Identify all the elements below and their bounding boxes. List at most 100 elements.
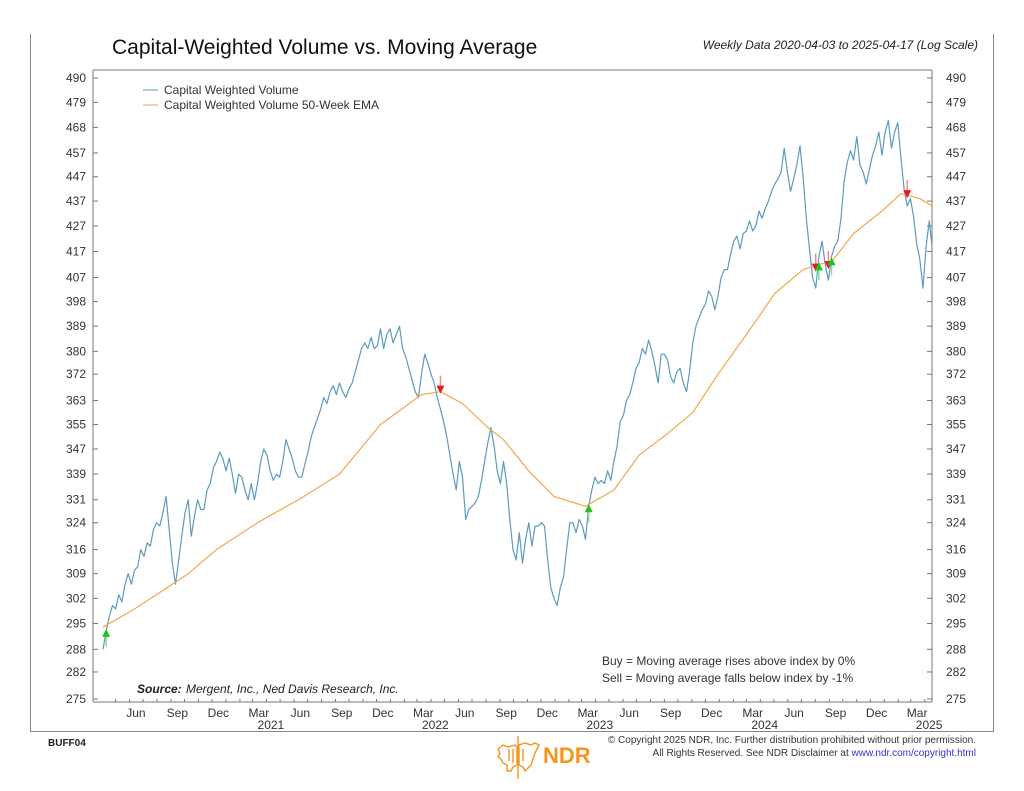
y-tick-label-right: 363 — [946, 394, 966, 408]
buy-arrow-head — [814, 262, 823, 271]
y-tick-label-left: 324 — [66, 516, 86, 530]
buy-arrow-head — [584, 504, 593, 513]
y-tick-label-left: 389 — [66, 319, 86, 333]
y-tick-label-right: 407 — [946, 271, 966, 285]
x-year-label: 2024 — [751, 718, 778, 732]
y-tick-label-left: 316 — [66, 543, 86, 557]
ema-line — [102, 193, 933, 628]
y-tick-label-left: 380 — [66, 344, 86, 358]
y-tick-label-left: 407 — [66, 271, 86, 285]
x-tick-label: Mar — [413, 706, 434, 720]
y-tick-label-left: 339 — [66, 467, 86, 481]
y-tick-label-right: 331 — [946, 493, 966, 507]
y-tick-label-left: 309 — [66, 567, 86, 581]
logo-text: NDR — [543, 743, 591, 768]
y-tick-label-right: 468 — [946, 120, 966, 134]
y-tick-label-left: 355 — [66, 417, 86, 431]
y-tick-label-right: 437 — [946, 194, 966, 208]
y-tick-label-left: 347 — [66, 442, 86, 456]
volume-line — [102, 119, 933, 650]
chart-subtitle: Weekly Data 2020-04-03 to 2025-04-17 (Lo… — [702, 38, 978, 52]
chart-title: Capital-Weighted Volume vs. Moving Avera… — [112, 36, 538, 59]
buy-signal-arrow — [814, 262, 823, 281]
ndr-logo: NDR — [495, 735, 615, 780]
x-tick-label: Jun — [126, 706, 145, 720]
copyright: © Copyright 2025 NDR, Inc. Further distr… — [608, 734, 976, 760]
y-tick-label-right: 389 — [946, 319, 966, 333]
y-tick-label-left: 490 — [66, 71, 86, 85]
sell-signal-arrow — [436, 375, 445, 394]
signals-group — [102, 180, 912, 647]
x-tick-label: Mar — [249, 706, 270, 720]
copyright-line-2-text: All Rights Reserved. See NDR Disclaimer … — [652, 748, 852, 759]
legend: Capital Weighted Volume Capital Weighted… — [143, 83, 379, 112]
annotations: Buy = Moving average rises above index b… — [137, 654, 855, 696]
source-label: Source: — [137, 682, 182, 696]
x-tick-label: Dec — [372, 706, 393, 720]
y-tick-label-right: 324 — [946, 516, 966, 530]
y-tick-label-left: 427 — [66, 219, 86, 233]
y-tick-label-right: 339 — [946, 467, 966, 481]
x-tick-label: Sep — [496, 706, 518, 720]
x-tick-label: Mar — [907, 706, 928, 720]
x-tick-label: Jun — [620, 706, 639, 720]
frame-bottom-border — [30, 731, 994, 732]
chart-code: BUFF04 — [48, 738, 86, 749]
x-tick-label: Mar — [577, 706, 598, 720]
y-tick-label-right: 275 — [946, 692, 966, 706]
y-tick-label-left: 398 — [66, 295, 86, 309]
buy-rule-note: Buy = Moving average rises above index b… — [602, 654, 855, 668]
y-tick-label-right: 288 — [946, 642, 966, 656]
y-tick-label-left: 437 — [66, 194, 86, 208]
buy-arrow-head — [102, 628, 111, 637]
y-tick-label-left: 457 — [66, 146, 86, 160]
sell-arrow-head — [436, 385, 445, 394]
y-tick-label-right: 457 — [946, 146, 966, 160]
y-tick-label-left: 288 — [66, 642, 86, 656]
x-tick-label: Sep — [825, 706, 847, 720]
copyright-line-2: All Rights Reserved. See NDR Disclaimer … — [608, 747, 976, 760]
x-tick-label: Dec — [866, 706, 887, 720]
x-year-label: 2025 — [916, 718, 943, 732]
y-tick-label-right: 302 — [946, 591, 966, 605]
sell-rule-note: Sell = Moving average falls below index … — [602, 671, 853, 685]
x-tick-label: Mar — [742, 706, 763, 720]
x-tick-label: Dec — [701, 706, 722, 720]
x-tick-label: Dec — [537, 706, 558, 720]
y-tick-label-right: 490 — [946, 71, 966, 85]
y-tick-label-right: 372 — [946, 367, 966, 381]
copyright-line-1: © Copyright 2025 NDR, Inc. Further distr… — [607, 735, 976, 746]
x-tick-label: Sep — [660, 706, 682, 720]
legend-label-ema: Capital Weighted Volume 50-Week EMA — [164, 98, 379, 112]
y-tick-label-left: 295 — [66, 617, 86, 631]
bull-bear-icon — [497, 736, 540, 779]
y-tick-label-right: 282 — [946, 665, 966, 679]
y-tick-label-left: 417 — [66, 244, 86, 258]
y-tick-label-right: 355 — [946, 417, 966, 431]
y-tick-label-right: 398 — [946, 295, 966, 309]
x-tick-label: Sep — [331, 706, 353, 720]
x-year-label: 2023 — [586, 718, 613, 732]
axes: 490 490 479 479 468 468 457 457 447 447 437 437 427 4… — [66, 69, 966, 732]
y-tick-label-right: 447 — [946, 170, 966, 184]
y-tick-label-right: 316 — [946, 543, 966, 557]
y-tick-label-left: 468 — [66, 120, 86, 134]
sell-signal-arrow — [903, 180, 912, 199]
y-tick-label-right: 347 — [946, 442, 966, 456]
x-tick-label: Jun — [291, 706, 310, 720]
y-tick-label-left: 331 — [66, 493, 86, 507]
series-group — [102, 119, 933, 650]
x-tick-label: Jun — [455, 706, 474, 720]
x-year-label: 2021 — [258, 718, 285, 732]
y-tick-label-right: 380 — [946, 344, 966, 358]
source-text: Mergent, Inc., Ned Davis Research, Inc. — [186, 682, 399, 696]
copyright-link[interactable]: www.ndr.com/copyright.html — [851, 748, 977, 759]
y-tick-label-right: 295 — [946, 617, 966, 631]
y-tick-label-left: 372 — [66, 367, 86, 381]
y-tick-label-left: 363 — [66, 394, 86, 408]
y-tick-label-left: 479 — [66, 95, 86, 109]
y-tick-label-left: 302 — [66, 591, 86, 605]
buy-arrow-head — [827, 257, 836, 266]
y-tick-label-left: 447 — [66, 170, 86, 184]
